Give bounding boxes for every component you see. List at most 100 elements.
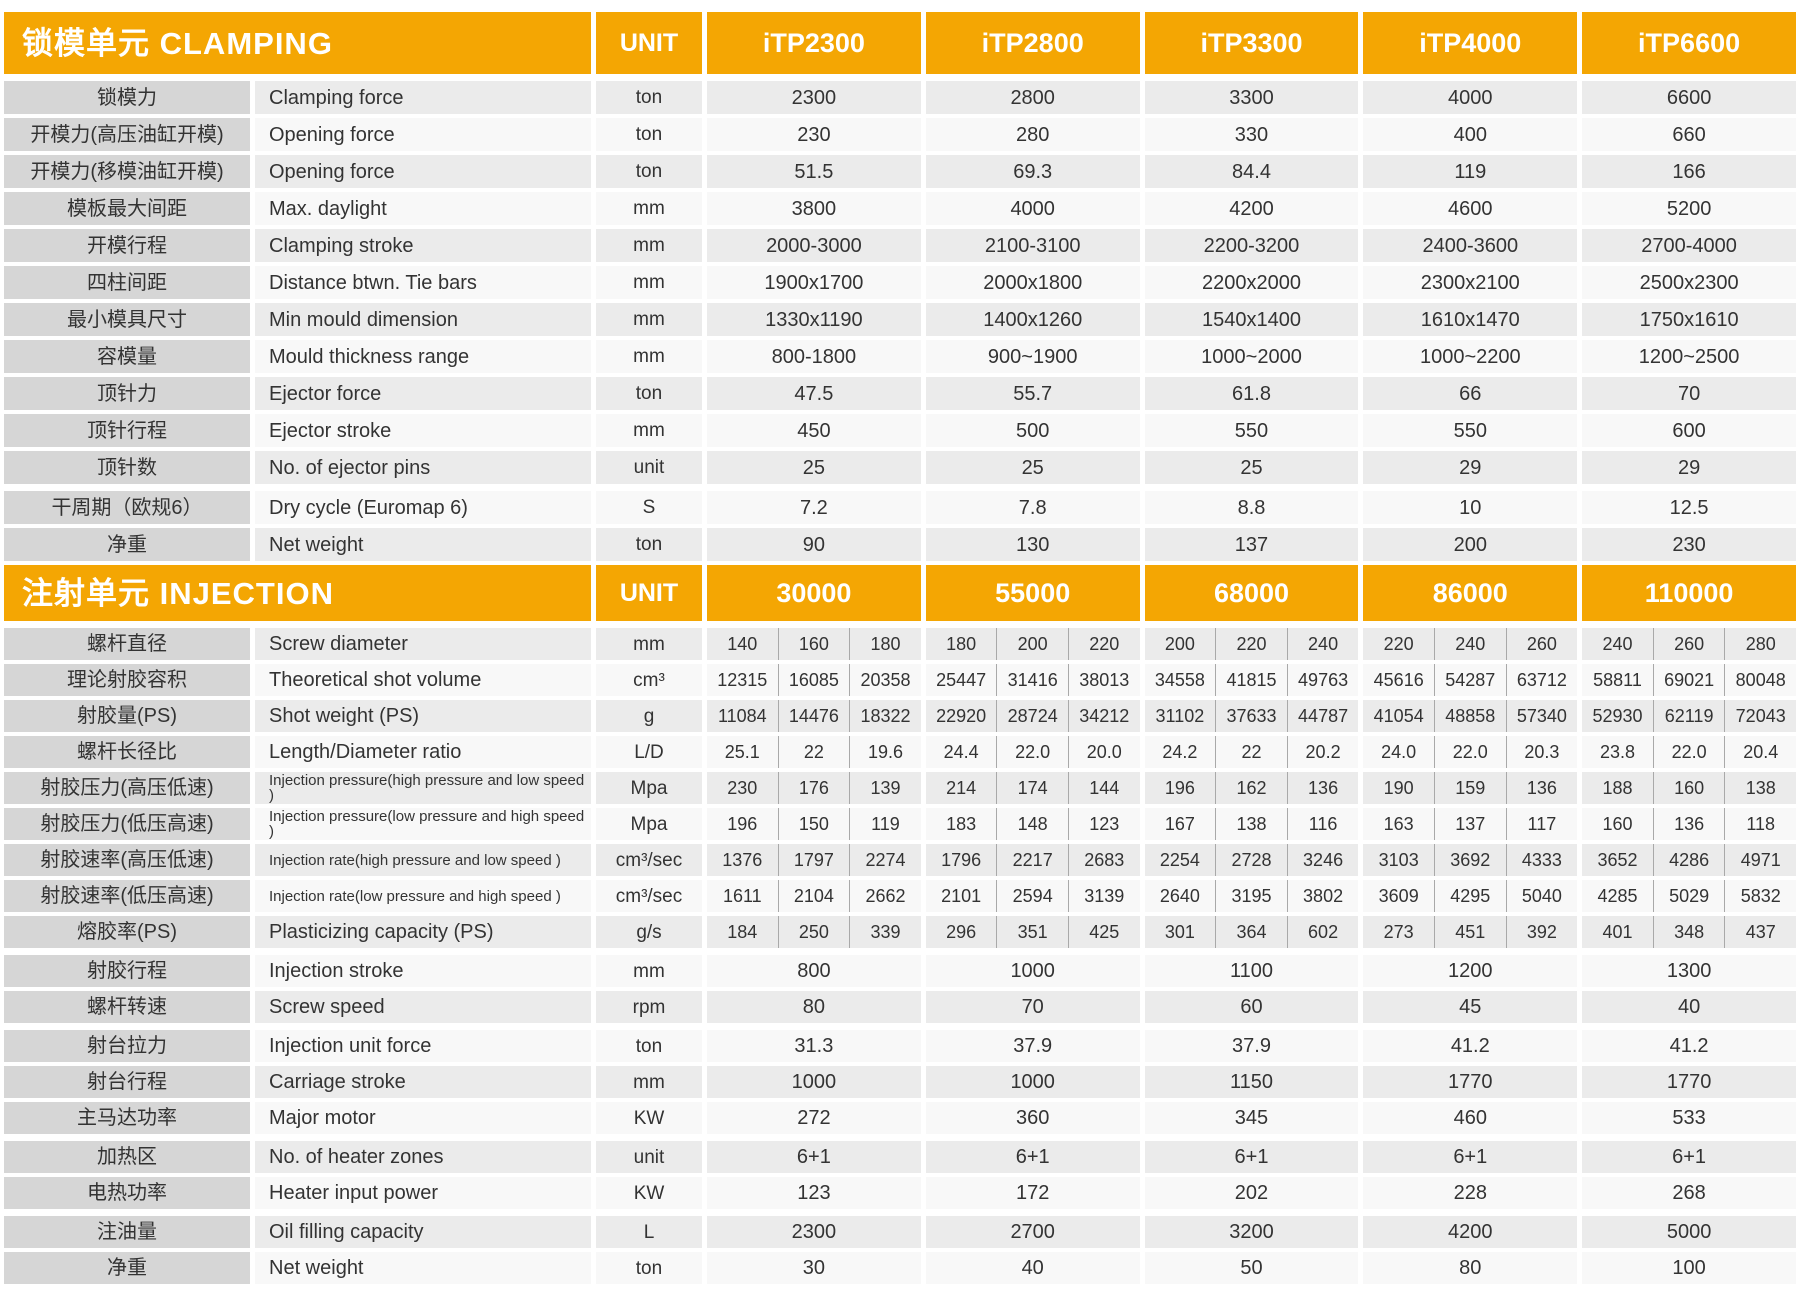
sub-value-cell: 167 — [1164, 814, 1195, 834]
value-cell: 550 — [1363, 414, 1578, 447]
sub-value-cell: 196 — [727, 814, 758, 834]
row-unit: ton — [596, 1030, 702, 1062]
sub-value-cell: 260 — [1652, 628, 1725, 660]
model-header-30000: 30000 — [707, 565, 921, 621]
row-unit: mm — [596, 955, 702, 987]
machine-cell: 34558 41815 49763 — [1144, 664, 1359, 696]
machine-cell: 1376 1797 2274 — [707, 844, 921, 876]
row-unit: Mpa — [596, 772, 702, 804]
value-cell: 2000x1800 — [925, 266, 1140, 299]
value-cell: 2100-3100 — [925, 229, 1140, 262]
machine-cell: 2101 2594 3139 — [925, 880, 1140, 912]
row-label-cn: 顶针力 — [4, 377, 250, 410]
value-cell: 800 — [707, 955, 921, 987]
machine-cell: 2254 2728 3246 — [1144, 844, 1359, 876]
machine-cell: 220 240 260 — [1363, 628, 1578, 660]
spec-row: 注油量 Oil filling capacity L 2300 2700 3200 4200… — [4, 1216, 1796, 1248]
value-cell: 1770 — [1582, 1066, 1796, 1098]
row-label-cn: 螺杆长径比 — [4, 736, 250, 768]
sub-value-cell: 437 — [1724, 916, 1796, 948]
sub-value-cell: 14476 — [777, 700, 850, 732]
row-unit: ton — [596, 528, 702, 561]
value-cell: 6+1 — [707, 1141, 921, 1173]
row-unit: cm³/sec — [596, 880, 702, 912]
value-cell: 345 — [1144, 1102, 1359, 1134]
sub-value-cell: 123 — [1067, 808, 1140, 840]
sub-value-cell: 183 — [946, 814, 977, 834]
spec-row: 净重 Net weight ton 30 40 50 80 100 — [4, 1252, 1796, 1284]
sub-value-cell: 138 — [1215, 808, 1287, 840]
sub-value-cell: 451 — [1433, 916, 1506, 948]
spec-row: 熔胶率(PS) Plasticizing capacity (PS) g/s 184 2… — [4, 916, 1796, 948]
sub-value-cell: 5029 — [1652, 880, 1725, 912]
value-cell: 7.2 — [707, 491, 921, 524]
sub-value-cell: 214 — [946, 778, 977, 798]
row-label-en: Net weight — [255, 1252, 591, 1284]
sub-value-cell: 1796 — [941, 850, 982, 870]
row-label-cn: 射胶压力(低压高速) — [4, 808, 250, 840]
spec-row: 模板最大间距 Max. daylight mm 3800 4000 4200 4600 520… — [4, 192, 1796, 225]
machine-cell: 163 137 117 — [1363, 808, 1578, 840]
row-label-en: Heater input power — [255, 1177, 591, 1209]
value-cell: 12.5 — [1582, 491, 1796, 524]
value-cell: 600 — [1582, 414, 1796, 447]
row-label-cn: 净重 — [4, 528, 250, 561]
row-label-en: Distance btwn. Tie bars — [255, 266, 591, 299]
value-cell: 37.9 — [925, 1030, 1140, 1062]
sub-value-cell: 3652 — [1597, 850, 1638, 870]
sub-value-cell: 136 — [1505, 772, 1578, 804]
row-label-en: Injection stroke — [255, 955, 591, 987]
machine-cell: 24.4 22.0 20.0 — [925, 736, 1140, 768]
sub-value-cell: 220 — [1383, 634, 1414, 654]
value-cell: 280 — [925, 118, 1140, 151]
row-unit: L — [596, 1216, 702, 1248]
sub-value-cell: 34558 — [1154, 670, 1205, 690]
value-cell: 2700 — [925, 1216, 1140, 1248]
value-cell: 2700-4000 — [1582, 229, 1796, 262]
sub-value-cell: 2254 — [1159, 850, 1200, 870]
row-unit: mm — [596, 340, 702, 373]
value-cell: 2400-3600 — [1363, 229, 1578, 262]
value-cell: 4000 — [925, 192, 1140, 225]
sub-value-cell: 240 — [1602, 634, 1633, 654]
value-cell: 1100 — [1144, 955, 1359, 987]
spec-row: 干周期（欧规6） Dry cycle (Euromap 6) S 7.2 7.8 8.8 1… — [4, 491, 1796, 524]
row-label-en: Major motor — [255, 1102, 591, 1134]
sub-value-cell: 45616 — [1373, 670, 1424, 690]
sub-value-cell: 24.4 — [943, 742, 979, 762]
value-cell: 45 — [1363, 991, 1578, 1023]
machine-cell: 196 162 136 — [1144, 772, 1359, 804]
spec-row: 电热功率 Heater input power KW 123 172 202 228 268 — [4, 1177, 1796, 1209]
value-cell: 1150 — [1144, 1066, 1359, 1098]
sub-value-cell: 24.2 — [1162, 742, 1198, 762]
sub-value-cell: 118 — [1724, 808, 1796, 840]
spec-row: 理论射胶容积 Theoretical shot volume cm³ 12315 160… — [4, 664, 1796, 696]
row-unit: L/D — [596, 736, 702, 768]
sub-value-cell: 44787 — [1286, 700, 1359, 732]
row-unit: mm — [596, 229, 702, 262]
value-cell: 40 — [925, 1252, 1140, 1284]
sub-value-cell: 250 — [777, 916, 850, 948]
value-cell: 1000 — [925, 955, 1140, 987]
machine-cell: 140 160 180 — [707, 628, 921, 660]
spec-row: 射胶压力(低压高速) Injection pressure(low pressur… — [4, 808, 1796, 840]
spec-row: 开模力(移模油缸开模) Opening force ton 51.5 69.3 84.4 1… — [4, 155, 1796, 188]
row-unit: mm — [596, 1066, 702, 1098]
value-cell: 1900x1700 — [707, 266, 921, 299]
sub-value-cell: 148 — [996, 808, 1068, 840]
spec-row: 射胶速率(低压高速) Injection rate(low pressure an… — [4, 880, 1796, 912]
machine-cell: 24.0 22.0 20.3 — [1363, 736, 1578, 768]
sub-value-cell: 69021 — [1652, 664, 1725, 696]
row-label-en: Oil filling capacity — [255, 1216, 591, 1248]
row-label-cn: 注油量 — [4, 1216, 250, 1248]
row-label-en: Injection rate(high pressure and low spe… — [255, 844, 591, 876]
spec-row: 螺杆长径比 Length/Diameter ratio L/D 25.1 22 19.6 2… — [4, 736, 1796, 768]
value-cell: 6600 — [1582, 81, 1796, 114]
sub-value-cell: 38013 — [1067, 664, 1140, 696]
sub-value-cell: 22.0 — [1433, 736, 1506, 768]
sub-value-cell: 136 — [1286, 772, 1359, 804]
value-cell: 69.3 — [925, 155, 1140, 188]
row-label-en: Net weight — [255, 528, 591, 561]
value-cell: 200 — [1363, 528, 1578, 561]
value-cell: 123 — [707, 1177, 921, 1209]
